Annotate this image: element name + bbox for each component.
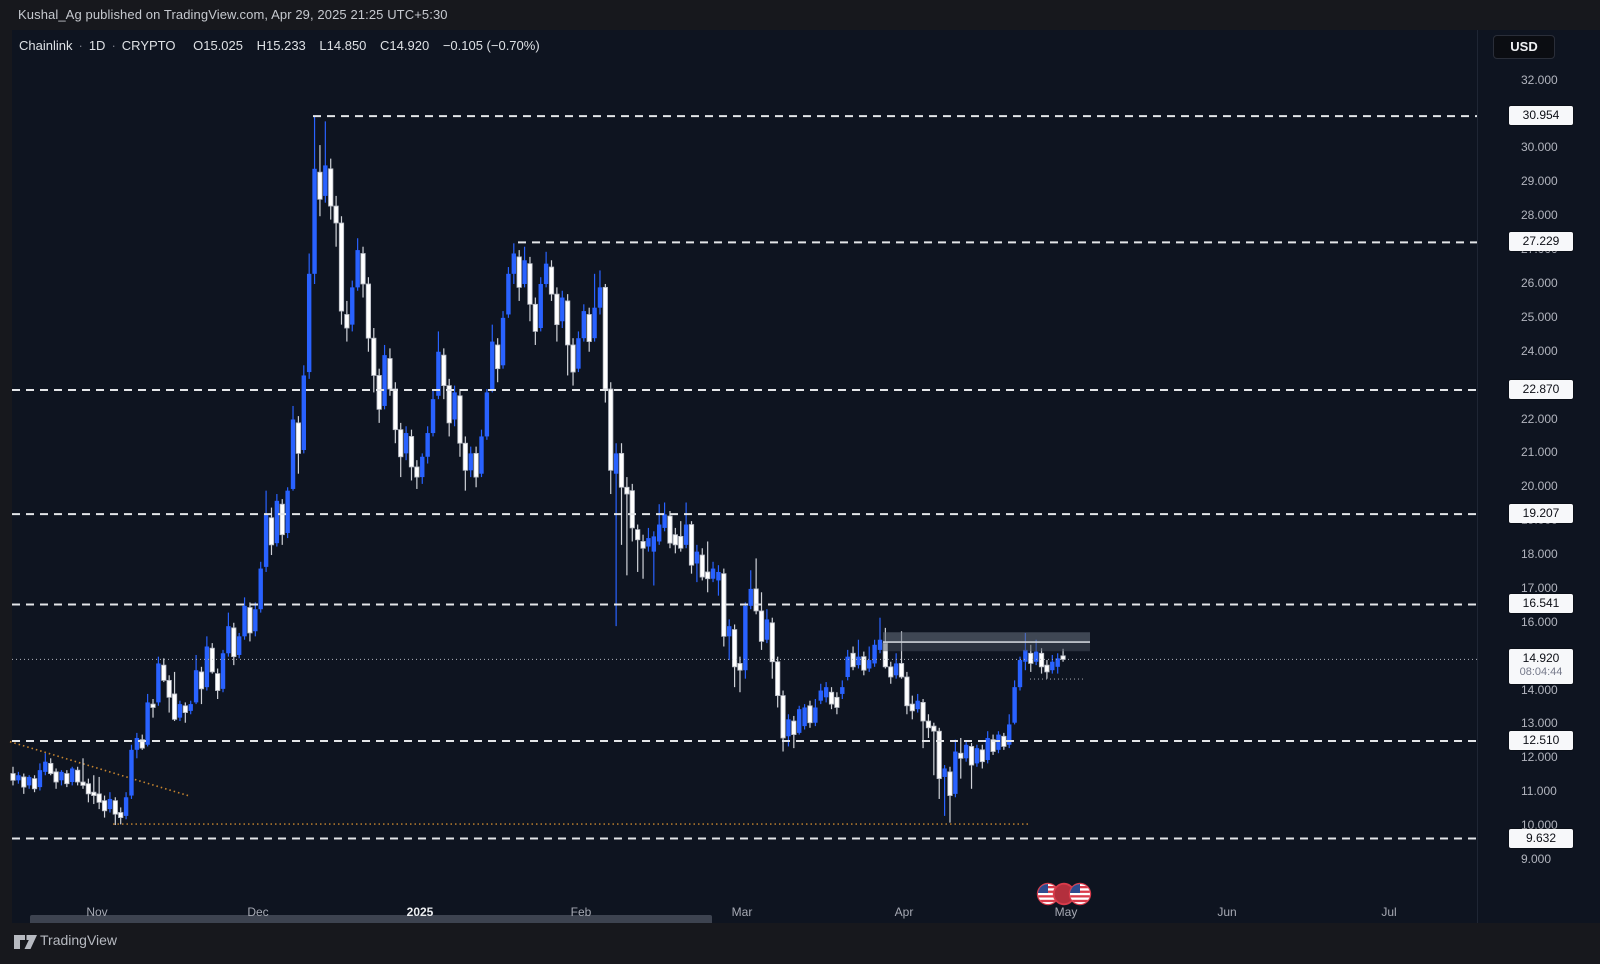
footer-bar: TradingView <box>0 923 1600 964</box>
price-tick: 18.000 <box>1521 547 1558 562</box>
price-tick: 11.000 <box>1521 784 1557 799</box>
us-flag-icon[interactable] <box>1035 881 1061 907</box>
tradingview-logo-icon[interactable] <box>14 932 38 952</box>
month-label: Feb <box>570 905 592 919</box>
current-price-label: 14.920 08:04:44 <box>1509 649 1573 685</box>
level-price-label: 16.541 <box>1509 594 1573 614</box>
price-tick: 32.000 <box>1521 72 1558 87</box>
publisher-credit: Kushal_Ag published on TradingView.com, … <box>18 7 448 22</box>
level-price-label: 27.229 <box>1509 232 1573 252</box>
close-value: C14.920 <box>380 38 430 53</box>
price-tick: 30.000 <box>1521 140 1558 155</box>
footer-brand[interactable]: TradingView <box>40 932 118 948</box>
price-tick: 12.000 <box>1521 750 1558 765</box>
month-label: Jun <box>1217 905 1237 919</box>
price-tick: 9.000 <box>1521 851 1552 866</box>
us-flag-icon[interactable] <box>1067 881 1093 907</box>
price-tick: 13.000 <box>1521 716 1558 731</box>
separator-dot: · <box>111 38 116 53</box>
chart-panel: Chainlink · 1D · CRYPTO O15.025 H15.233 L14.… <box>12 30 1600 925</box>
level-price-label: 30.954 <box>1509 106 1573 126</box>
price-tick: 28.000 <box>1521 208 1558 223</box>
bar-countdown: 08:04:44 <box>1519 666 1563 679</box>
time-axis[interactable]: Nov Dec 2025 Feb Mar Apr May Jun Jul <box>12 905 1477 952</box>
month-label: Dec <box>247 905 269 919</box>
month-label: Nov <box>86 905 108 919</box>
price-tick: 25.000 <box>1521 309 1558 324</box>
low-value: L14.850 <box>319 38 367 53</box>
exchange-label: CRYPTO <box>121 38 176 53</box>
publisher-bar: Kushal_Ag published on TradingView.com, … <box>0 0 1600 30</box>
price-tick: 22.000 <box>1521 411 1558 426</box>
economic-event-flags[interactable] <box>1035 881 1093 907</box>
year-label: 2025 <box>406 905 434 919</box>
separator-dot: · <box>78 38 83 53</box>
price-tick: 16.000 <box>1521 614 1558 629</box>
time-scrollbar[interactable] <box>30 915 712 925</box>
open-value: O15.025 <box>193 38 243 53</box>
price-tick: 20.000 <box>1521 479 1558 494</box>
symbol-legend[interactable]: Chainlink · 1D · CRYPTO O15.025 H15.233 L14.… <box>19 38 550 53</box>
change-value: −0.105 (−0.70%) <box>442 38 540 53</box>
interval-label[interactable]: 1D <box>88 38 106 53</box>
symbol-name[interactable]: Chainlink <box>19 38 73 53</box>
month-label: Apr <box>894 905 914 919</box>
price-tick: 24.000 <box>1521 343 1558 358</box>
price-tick: 14.000 <box>1521 682 1558 697</box>
level-price-label: 12.510 <box>1509 731 1573 751</box>
currency-toggle-button[interactable]: USD <box>1493 35 1555 59</box>
level-price-label: 9.632 <box>1509 828 1573 848</box>
level-price-label: 19.207 <box>1509 504 1573 524</box>
high-value: H15.233 <box>256 38 306 53</box>
month-label: Mar <box>731 905 753 919</box>
level-price-label: 22.870 <box>1509 380 1573 400</box>
price-tick: 26.000 <box>1521 275 1558 290</box>
us-flag-icon[interactable] <box>1051 881 1077 907</box>
price-tick: 17.000 <box>1521 580 1558 595</box>
price-tick: 21.000 <box>1521 445 1558 460</box>
month-label: Jul <box>1381 905 1397 919</box>
month-label: May <box>1054 905 1078 919</box>
price-tick: 29.000 <box>1521 174 1558 189</box>
price-axis[interactable]: 32.00030.00029.00028.00027.00026.00025.0… <box>1477 30 1600 923</box>
